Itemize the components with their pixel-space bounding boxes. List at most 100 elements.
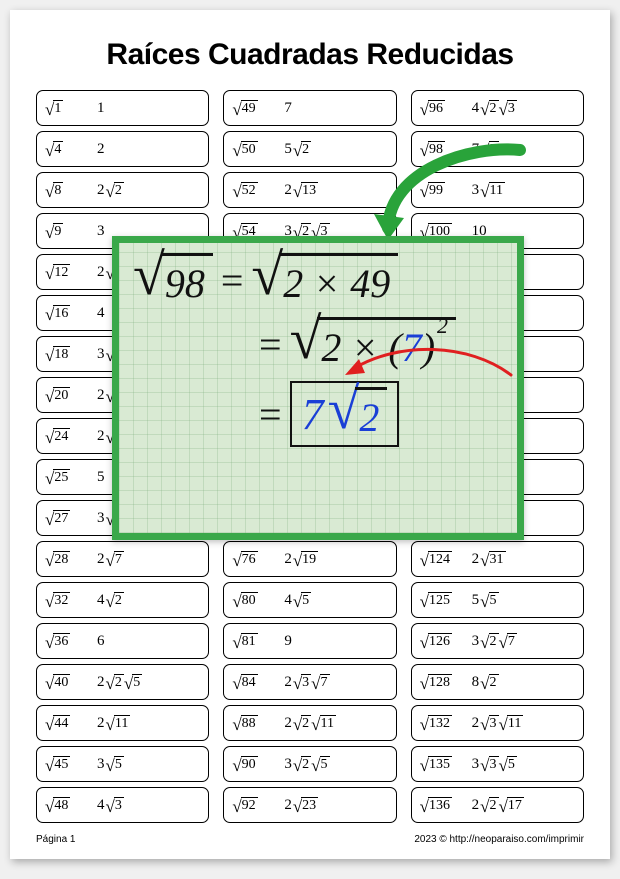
cell-reduced: 4	[97, 305, 105, 322]
table-row: √76 2√19	[223, 541, 396, 577]
cell-reduced: 2√19	[284, 551, 318, 568]
table-row: √40 2√2√5	[36, 664, 209, 700]
cell-radical: √9	[45, 223, 91, 240]
cell-radical: √4	[45, 141, 91, 158]
overlay-line-1: √98 = √2 × 49	[133, 253, 503, 307]
cell-reduced: 2√2√17	[472, 797, 524, 814]
table-row: √48 4√3	[36, 787, 209, 823]
cell-reduced: 1	[97, 100, 105, 117]
final-answer-box: 7 √2	[290, 381, 400, 447]
overlay-line-2: = √ 2 × (7)2	[251, 317, 503, 371]
cell-radical: √49	[232, 100, 278, 117]
table-row: √81 9	[223, 623, 396, 659]
worksheet-page: Raíces Cuadradas Reducidas √1 1 √4 2 √8 2√2 √9…	[10, 10, 610, 859]
cell-radical: √40	[45, 674, 91, 691]
cell-radical: √125	[420, 592, 466, 609]
sqrt-2x49: √2 × 49	[251, 253, 398, 307]
cell-radical: √90	[232, 756, 278, 773]
cell-radical: √50	[232, 141, 278, 158]
cell-radical: √132	[420, 715, 466, 732]
cell-reduced: 2√2√5	[97, 674, 142, 691]
cell-radical: √25	[45, 469, 91, 486]
cell-radical: √126	[420, 633, 466, 650]
table-row: √1 1	[36, 90, 209, 126]
cell-radical: √80	[232, 592, 278, 609]
cell-radical: √96	[420, 100, 466, 117]
table-row: √882√2√11	[223, 705, 396, 741]
cell-reduced: 2	[97, 141, 105, 158]
cell-reduced: 3√3√5	[472, 756, 517, 773]
sqrt-98: √98	[133, 253, 213, 307]
cell-reduced: 3√11	[472, 182, 505, 199]
cell-radical: √12	[45, 264, 91, 281]
cell-radical: √24	[45, 428, 91, 445]
cell-radical: √27	[45, 510, 91, 527]
cell-radical: √48	[45, 797, 91, 814]
table-row: √324√2	[36, 582, 209, 618]
cell-radical: √44	[45, 715, 91, 732]
cell-radical: √124	[420, 551, 466, 568]
cell-reduced: 3	[97, 223, 105, 240]
cell-reduced: 2√13	[284, 182, 318, 199]
table-row: √124 2√31	[411, 541, 584, 577]
cell-radical: √52	[232, 182, 278, 199]
table-row: √505√2	[223, 131, 396, 167]
table-row: √99 3√11	[411, 172, 584, 208]
table-row: √135 3√3√5	[411, 746, 584, 782]
cell-radical: √99	[420, 182, 466, 199]
sqrt-2x7sq: √ 2 × (7)2	[290, 317, 456, 371]
table-row: √92 2√23	[223, 787, 396, 823]
table-row: √80 4√5	[223, 582, 396, 618]
cell-reduced: 2√2√11	[284, 715, 336, 732]
page-title: Raíces Cuadradas Reducidas	[36, 38, 584, 72]
table-row: √4 2	[36, 131, 209, 167]
table-row: √90 3√2√5	[223, 746, 396, 782]
table-row: √44 2√11	[36, 705, 209, 741]
cell-radical: √81	[232, 633, 278, 650]
cell-radical: √28	[45, 551, 91, 568]
cell-reduced: 4√5	[284, 592, 311, 609]
footer-page-number: Página 1	[36, 834, 75, 845]
cell-radical: √16	[45, 305, 91, 322]
cell-radical: √32	[45, 592, 91, 609]
table-row: √52 2√13	[223, 172, 396, 208]
cell-reduced: 2√11	[97, 715, 130, 732]
cell-radical: √20	[45, 387, 91, 404]
cell-reduced: 2√31	[472, 551, 506, 568]
table-row: √132 2√3√11	[411, 705, 584, 741]
cell-reduced: 3√5	[97, 756, 124, 773]
cell-reduced: 4√3	[97, 797, 124, 814]
cell-radical: √92	[232, 797, 278, 814]
table-row: √96 4√2√3	[411, 90, 584, 126]
cell-reduced: 2√3√7	[284, 674, 329, 691]
cell-radical: √98	[420, 141, 466, 158]
cell-radical: √84	[232, 674, 278, 691]
cell-reduced: 9	[284, 633, 292, 650]
cell-radical: √8	[45, 182, 91, 199]
cell-reduced: 7√2	[472, 141, 499, 158]
cell-radical: √1	[45, 100, 91, 117]
table-row: √453√5	[36, 746, 209, 782]
cell-reduced: 2√3√11	[472, 715, 524, 732]
cell-reduced: 8√2	[472, 674, 499, 691]
cell-radical: √128	[420, 674, 466, 691]
table-row: √1255√5	[411, 582, 584, 618]
cell-reduced: 7	[284, 100, 292, 117]
cell-reduced: 2√23	[284, 797, 318, 814]
table-row: √1362√2√17	[411, 787, 584, 823]
table-row: √84 2√3√7	[223, 664, 396, 700]
cell-radical: √18	[45, 346, 91, 363]
cell-radical: √135	[420, 756, 466, 773]
table-row: √366	[36, 623, 209, 659]
footer-copyright: 2023 © http://neoparaiso.com/imprimir	[414, 834, 584, 845]
worked-example-overlay: √98 = √2 × 49 = √ 2 × (7)2 = 7 √2	[112, 236, 524, 540]
cell-reduced: 5	[97, 469, 105, 486]
table-row: √282√7	[36, 541, 209, 577]
cell-reduced: 2√2	[97, 182, 124, 199]
table-row: √1263√2√7	[411, 623, 584, 659]
table-row: √128 8√2	[411, 664, 584, 700]
cell-radical: √36	[45, 633, 91, 650]
cell-reduced: 4√2√3	[472, 100, 517, 117]
cell-radical: √76	[232, 551, 278, 568]
cell-reduced: 3√2√5	[284, 756, 329, 773]
